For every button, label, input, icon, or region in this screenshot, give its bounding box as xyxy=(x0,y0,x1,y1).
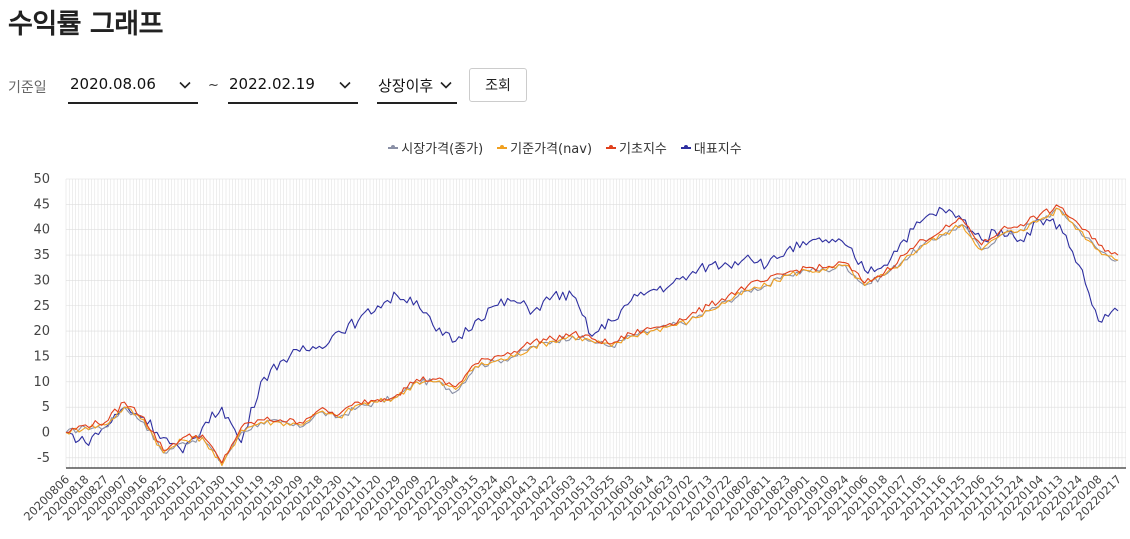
legend-item-market-price[interactable]: 시장가격(종가) xyxy=(388,138,483,157)
legend-label: 시장가격(종가) xyxy=(401,142,484,157)
legend-item-nav[interactable]: 기준가격(nav) xyxy=(497,138,592,157)
series-line-base-index xyxy=(65,204,1119,464)
legend-label: 기준가격(nav) xyxy=(510,142,593,157)
period-select[interactable]: 상장이후 xyxy=(377,66,457,104)
start-date-select[interactable]: 2020.08.06 xyxy=(68,66,198,104)
legend-swatch xyxy=(497,144,508,149)
return-line-chart: -505101520253035404550202008062020081820… xyxy=(21,172,1126,524)
chevron-down-icon xyxy=(440,81,452,89)
chart-legend: 시장가격(종가) 기준가격(nav) 기초지수 대표지수 xyxy=(0,138,1130,157)
start-date-value: 2020.08.06 xyxy=(70,75,156,93)
base-date-label: 기준일 xyxy=(8,80,47,96)
chevron-down-icon xyxy=(179,81,191,89)
chevron-down-icon xyxy=(339,81,351,89)
y-tick-label: 35 xyxy=(33,248,50,263)
y-tick-label: 10 xyxy=(33,375,50,390)
y-tick-label: 50 xyxy=(33,172,50,187)
series-line-nav xyxy=(65,207,1119,467)
legend-item-representative-index[interactable]: 대표지수 xyxy=(680,138,742,157)
end-date-select[interactable]: 2022.02.19 xyxy=(228,66,358,104)
y-tick-label: 0 xyxy=(42,426,50,441)
y-tick-label: 45 xyxy=(33,197,50,212)
legend-swatch xyxy=(606,144,617,149)
search-button[interactable]: 조회 xyxy=(469,68,527,102)
legend-label: 기초지수 xyxy=(619,142,667,157)
y-tick-label: 40 xyxy=(33,223,50,238)
date-range-separator: ~ xyxy=(208,78,219,93)
y-tick-label: 30 xyxy=(33,273,50,288)
legend-swatch xyxy=(680,144,691,149)
legend-swatch xyxy=(388,144,399,149)
y-tick-label: 20 xyxy=(33,324,50,339)
y-tick-label: 15 xyxy=(33,349,50,364)
legend-label: 대표지수 xyxy=(693,142,742,157)
end-date-value: 2022.02.19 xyxy=(229,75,315,93)
period-value: 상장이후 xyxy=(378,77,434,95)
series-line-representative-index xyxy=(65,206,1119,454)
legend-item-base-index[interactable]: 기초지수 xyxy=(606,138,667,157)
y-tick-label: 25 xyxy=(33,299,50,314)
page-title: 수익률 그래프 xyxy=(8,9,163,40)
y-tick-label: 5 xyxy=(42,400,50,415)
y-tick-label: -5 xyxy=(37,451,50,466)
